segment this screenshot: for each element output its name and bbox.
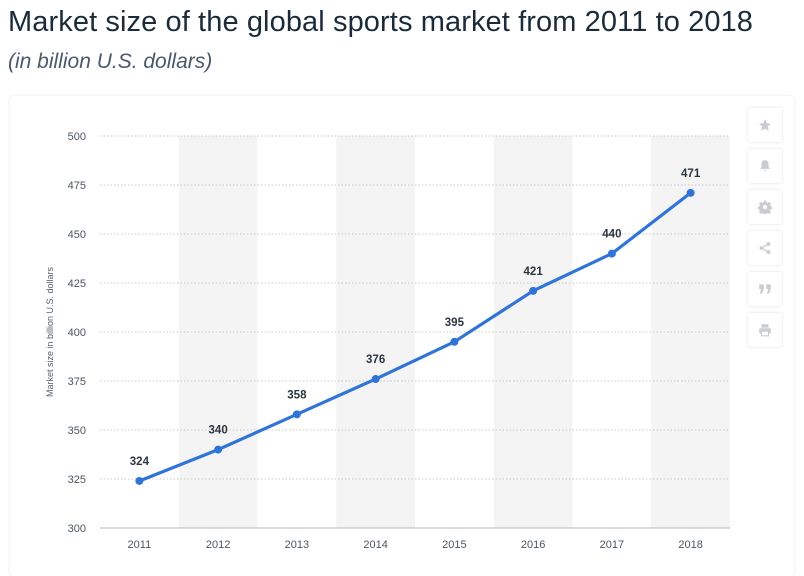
share-icon xyxy=(759,241,771,255)
star-icon xyxy=(758,119,772,131)
data-point xyxy=(529,286,538,295)
share-button[interactable] xyxy=(748,231,782,265)
y-tick-label: 500 xyxy=(68,131,86,143)
x-tick-label: 2018 xyxy=(678,539,702,551)
data-point xyxy=(450,337,459,346)
data-point xyxy=(135,476,144,485)
y-tick-label: 425 xyxy=(68,278,86,290)
data-label: 421 xyxy=(524,266,544,278)
series-line xyxy=(137,191,693,483)
chart-toolbar xyxy=(748,108,782,354)
x-tick-label: 2016 xyxy=(521,539,545,551)
data-label: 358 xyxy=(287,389,307,401)
data-point xyxy=(607,249,616,258)
print-button[interactable] xyxy=(748,313,782,347)
data-point xyxy=(371,375,380,384)
column-band xyxy=(178,136,258,528)
data-label: 440 xyxy=(602,229,621,241)
favorite-button[interactable] xyxy=(748,108,782,142)
data-label: 340 xyxy=(209,425,228,437)
data-point xyxy=(214,445,223,454)
data-label: 376 xyxy=(366,354,385,366)
data-point xyxy=(686,188,695,197)
column-band xyxy=(336,136,415,528)
bell-icon xyxy=(760,160,770,172)
y-tick-label: 400 xyxy=(68,327,86,339)
y-tick-label: 475 xyxy=(68,180,86,192)
data-label: 324 xyxy=(130,456,150,468)
x-tick-label: 2012 xyxy=(206,539,230,551)
column-band xyxy=(493,136,573,528)
x-tick-label: 2015 xyxy=(442,539,466,551)
y-tick-label: 450 xyxy=(68,229,86,241)
page-title: Market size of the global sports market … xyxy=(8,6,754,38)
y-axis-title: Market size in billion U.S. dollars xyxy=(45,266,55,397)
cite-button[interactable] xyxy=(748,272,782,306)
y-tick-label: 375 xyxy=(68,376,86,388)
x-tick-label: 2011 xyxy=(128,539,152,551)
y-tick-label: 300 xyxy=(68,523,86,535)
quote-icon xyxy=(759,284,771,294)
x-tick-label: 2013 xyxy=(285,539,309,551)
data-label: 395 xyxy=(445,317,465,329)
notification-button[interactable] xyxy=(748,149,782,183)
print-icon xyxy=(759,324,771,337)
settings-button[interactable] xyxy=(748,190,782,224)
y-tick-label: 325 xyxy=(68,474,86,486)
data-label: 471 xyxy=(681,168,701,180)
gear-icon xyxy=(758,200,772,214)
page-subtitle: (in billion U.S. dollars) xyxy=(8,50,213,73)
x-tick-label: 2014 xyxy=(363,539,387,551)
y-tick-label: 350 xyxy=(68,425,86,437)
x-tick-label: 2017 xyxy=(600,539,624,551)
data-point xyxy=(292,410,301,419)
